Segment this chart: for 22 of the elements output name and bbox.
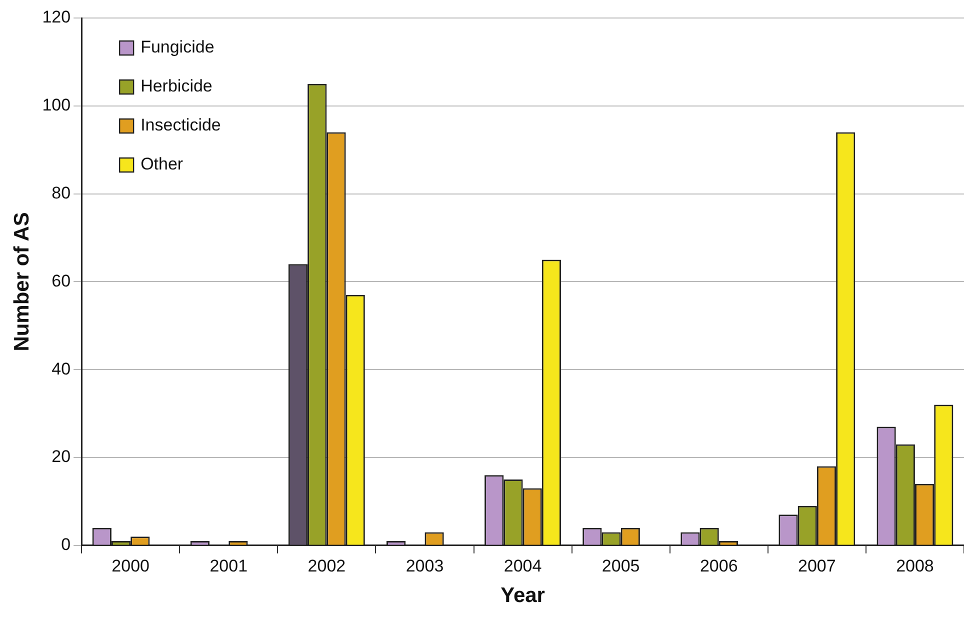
legend-label: Herbicide <box>140 76 212 96</box>
y-tick-label: 40 <box>52 359 71 378</box>
x-tick-label: 2003 <box>406 556 444 576</box>
y-axis-title: Number of AS <box>10 212 34 352</box>
x-tick-label: 2007 <box>798 556 836 576</box>
legend-label: Fungicide <box>140 38 214 57</box>
x-tick-label: 2002 <box>308 556 346 576</box>
x-tick-label: 2004 <box>504 556 542 576</box>
y-tick-label: 100 <box>42 96 71 115</box>
x-tick-label: 2008 <box>896 556 934 576</box>
legend-label: Insecticide <box>140 116 221 135</box>
y-tick-label: 20 <box>52 447 71 466</box>
x-tick-label: 2001 <box>210 556 248 576</box>
y-tick-label: 80 <box>52 183 71 202</box>
x-tick-label: 2006 <box>700 556 738 576</box>
y-tick-label: 0 <box>61 535 71 554</box>
y-tick-label: 120 <box>42 8 71 27</box>
y-tick-label: 60 <box>52 271 71 290</box>
legend-label: Other <box>140 154 184 174</box>
x-axis-title: Year <box>500 584 545 608</box>
x-tick-label: 2000 <box>112 556 150 576</box>
x-tick-label: 2005 <box>602 556 640 576</box>
